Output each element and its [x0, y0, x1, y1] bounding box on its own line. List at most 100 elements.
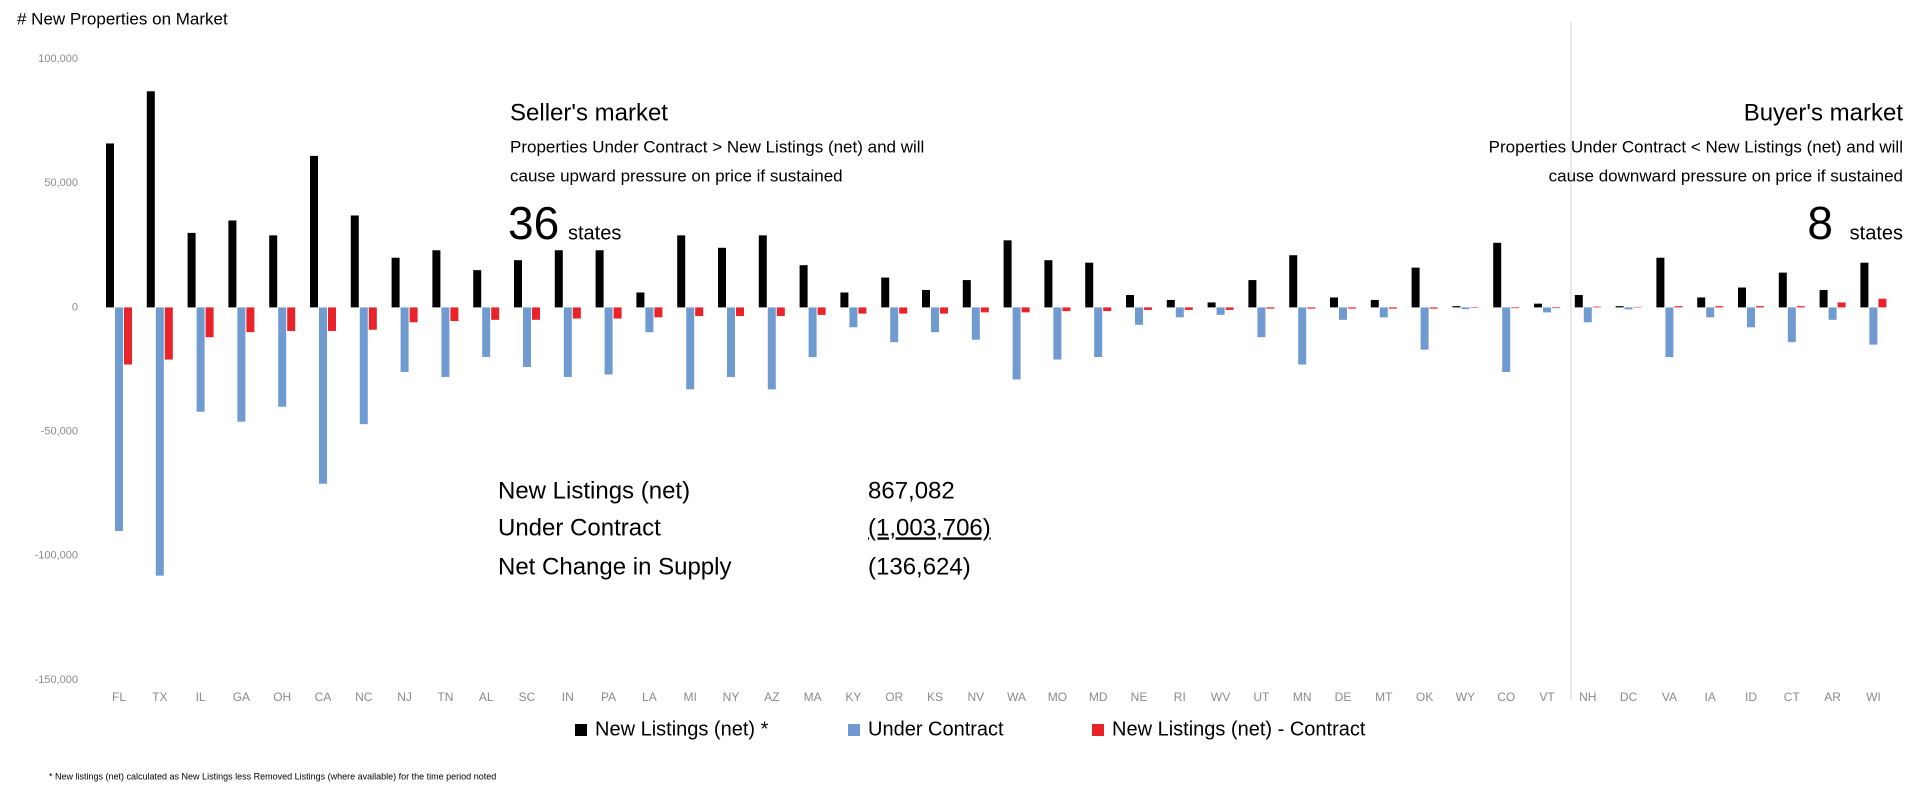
bar — [115, 307, 123, 531]
x-tick-label: OK — [1416, 690, 1433, 704]
bar — [767, 307, 776, 390]
bar — [840, 292, 849, 308]
x-tick-label: VT — [1539, 690, 1555, 704]
bar — [514, 260, 522, 308]
bar — [1298, 307, 1307, 365]
bar — [1348, 307, 1356, 309]
bar — [1429, 307, 1438, 309]
summary-label: Net Change in Supply — [498, 553, 731, 580]
bar — [473, 270, 482, 308]
seller-unit: states — [568, 222, 621, 244]
bar — [645, 307, 654, 333]
x-tick-label: IN — [562, 690, 574, 704]
bar — [278, 307, 287, 407]
bar — [359, 307, 368, 425]
x-tick-label: TX — [152, 690, 167, 704]
x-tick-label: NJ — [397, 690, 412, 704]
bar — [931, 307, 939, 333]
bar — [718, 247, 726, 308]
bar — [1674, 306, 1683, 308]
bar — [899, 307, 908, 314]
bar — [523, 307, 531, 368]
bar — [228, 220, 237, 308]
bar — [1493, 242, 1502, 308]
bar — [491, 307, 500, 320]
x-tick-label: CT — [1784, 690, 1801, 704]
bar — [391, 257, 400, 308]
x-tick-label: WV — [1211, 690, 1230, 704]
summary-value: (136,624) — [868, 553, 971, 580]
x-tick-label: NC — [355, 690, 373, 704]
bar — [695, 307, 704, 317]
legend-swatch — [575, 724, 587, 736]
bar — [613, 307, 622, 319]
bar — [1738, 287, 1746, 308]
bar — [654, 307, 663, 318]
bar — [400, 307, 409, 372]
y-tick-label: 50,000 — [44, 177, 78, 189]
x-tick-label: NY — [723, 690, 740, 704]
x-tick-label: DC — [1620, 690, 1638, 704]
seller-line: Properties Under Contract > New Listings… — [510, 137, 924, 156]
bar — [237, 307, 246, 422]
bar — [595, 250, 604, 308]
x-tick-label: KY — [845, 690, 861, 704]
bar — [1248, 280, 1257, 308]
bar — [368, 307, 377, 330]
x-tick-label: OR — [885, 690, 903, 704]
bar — [1461, 307, 1470, 310]
bar — [409, 307, 418, 323]
bar — [1860, 262, 1869, 308]
bar — [1062, 307, 1071, 312]
bar — [962, 280, 971, 308]
bar — [686, 307, 695, 390]
bar — [1633, 306, 1642, 308]
y-tick-label: 100,000 — [38, 53, 78, 65]
bar — [736, 307, 744, 317]
bar — [1266, 307, 1275, 309]
x-tick-label: VA — [1662, 690, 1677, 704]
bar — [532, 307, 540, 320]
bar — [1534, 303, 1542, 308]
x-tick-label: UT — [1253, 690, 1270, 704]
bar — [146, 91, 155, 308]
bar — [482, 307, 491, 358]
x-tick-label: AL — [479, 690, 494, 704]
x-tick-label: KS — [927, 690, 943, 704]
bar — [890, 307, 899, 343]
x-tick-label: RI — [1174, 690, 1186, 704]
bar — [1869, 307, 1878, 345]
bar — [1175, 307, 1184, 318]
y-tick-label: -100,000 — [35, 550, 78, 562]
bar — [940, 307, 948, 314]
bar — [849, 307, 858, 328]
bar — [758, 235, 767, 308]
bar — [1778, 272, 1787, 308]
x-tick-label: WA — [1007, 690, 1026, 704]
bar — [1747, 307, 1755, 328]
bar — [1665, 307, 1674, 358]
bar — [1787, 307, 1796, 343]
x-tick-label: FL — [112, 690, 126, 704]
x-tick-label: AZ — [764, 690, 779, 704]
bar — [441, 307, 450, 377]
x-tick-label: PA — [601, 690, 616, 704]
bar — [1502, 307, 1511, 372]
bar — [269, 235, 278, 308]
bar — [980, 307, 989, 313]
bar — [1103, 307, 1112, 312]
bar — [881, 277, 890, 308]
buyer-unit: states — [1850, 222, 1903, 244]
bar — [636, 292, 645, 308]
x-tick-label: LA — [642, 690, 657, 704]
summary-value: (1,003,706) — [868, 514, 991, 541]
x-tick-label: OH — [273, 690, 291, 704]
bar — [1257, 307, 1266, 338]
seller-count: 36 — [508, 197, 559, 249]
bar — [1126, 294, 1134, 308]
buyer-line: Properties Under Contract < New Listings… — [1489, 137, 1903, 156]
y-tick-label: -150,000 — [35, 674, 78, 686]
x-tick-label: NH — [1579, 690, 1596, 704]
bar — [1624, 307, 1633, 310]
